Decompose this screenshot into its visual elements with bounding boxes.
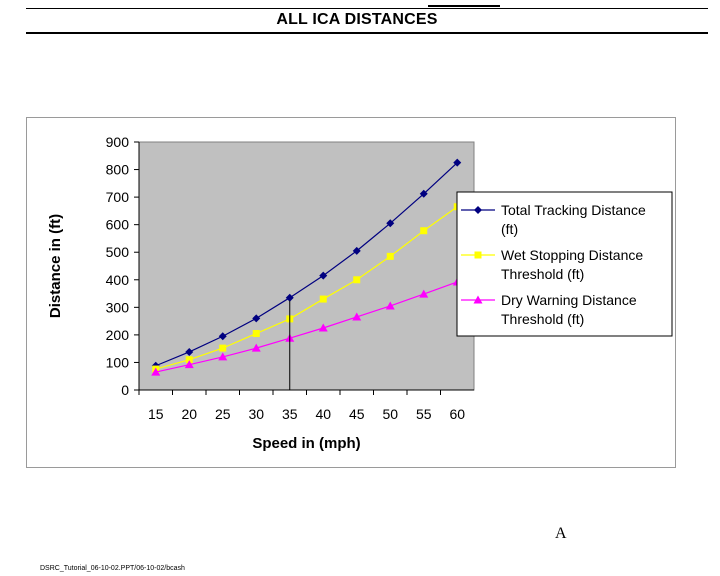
x-tick-label: 45 [349,406,365,422]
x-tick-label: 40 [315,406,331,422]
top-rule [26,8,708,9]
y-tick-label: 500 [106,244,130,260]
legend: Total Tracking Distance (ft) Wet Stopping… [456,191,673,337]
y-tick-label: 0 [121,382,129,398]
data-point [219,344,227,352]
y-tick-label: 800 [106,162,130,178]
legend-label: Threshold (ft) [501,311,584,327]
data-point [420,227,428,235]
y-axis-title: Distance in (ft) [47,214,64,318]
series-line [155,281,458,373]
data-point [352,246,361,255]
y-tick-label: 300 [106,299,130,315]
data-point [285,293,294,302]
x-tick-label: 50 [382,406,398,422]
data-point [252,330,260,338]
y-tick-label: 700 [106,189,130,205]
x-tick-label: 20 [181,406,197,422]
y-tick-label: 900 [106,134,130,150]
y-tick-label: 400 [106,272,130,288]
legend-swatch-marker [474,206,482,214]
data-point [251,343,261,352]
data-point [353,276,361,284]
y-tick-label: 200 [106,327,130,343]
data-point [419,289,429,298]
legend-swatch-marker [473,295,483,304]
y-tick-label: 600 [106,217,130,233]
legend-label: Wet Stopping Distance [501,247,643,263]
corner-letter: A [555,525,567,542]
legend-entry-3: Dry Warning Distance Threshold (ft) [461,292,637,327]
legend-label: Total Tracking Distance [501,202,646,218]
legend-label: Threshold (ft) [501,266,584,282]
legend-box [456,191,673,337]
x-axis-title: Speed in (mph) [252,435,360,452]
x-tick-label: 35 [282,406,298,422]
data-point [386,252,394,260]
series-layer [151,158,462,376]
data-point [151,367,161,376]
data-point [419,189,428,198]
legend-entry-1: Total Tracking Distance (ft) [461,202,646,237]
data-point [319,295,327,303]
x-tick-label: 60 [449,406,465,422]
series-line [155,206,458,370]
footer-filename: DSRC_Tutorial_06-10-02.PPT/06-10-02/bcas… [40,565,185,572]
x-tick-label: 30 [248,406,264,422]
page-title: ALL ICA DISTANCES [276,11,438,28]
data-point [352,312,362,321]
legend-swatch-marker [474,251,482,259]
data-point [386,219,395,228]
line-chart: 0 100 200 300 400 500 600 700 800 900 15 20 25 30 35 4… [47,134,673,452]
top-rule-short [428,5,500,7]
x-tick-label: 15 [148,406,164,422]
y-axis-ticks: 0 100 200 300 400 500 600 700 800 900 [106,134,139,398]
data-point [319,271,328,280]
data-point [218,332,227,341]
data-point [185,347,194,356]
x-tick-label: 55 [416,406,432,422]
chart-frame: 0 100 200 300 400 500 600 700 800 900 15 20 25 30 35 4… [26,117,676,468]
legend-label: Dry Warning Distance [501,292,637,308]
data-point [318,323,328,332]
data-point [218,352,228,361]
x-axis-ticks: 15 20 25 30 35 40 45 50 55 60 [138,142,474,422]
data-point [385,301,395,310]
plot-area [138,141,475,391]
data-point [252,314,261,323]
data-point [185,356,193,364]
legend-entry-2: Wet Stopping Distance Threshold (ft) [461,247,643,282]
legend-label: (ft) [501,221,518,237]
data-point [184,360,194,369]
y-tick-label: 100 [106,354,130,370]
x-tick-label: 25 [215,406,231,422]
series-line [155,162,458,367]
data-point [453,158,462,167]
title-underline [26,32,708,34]
